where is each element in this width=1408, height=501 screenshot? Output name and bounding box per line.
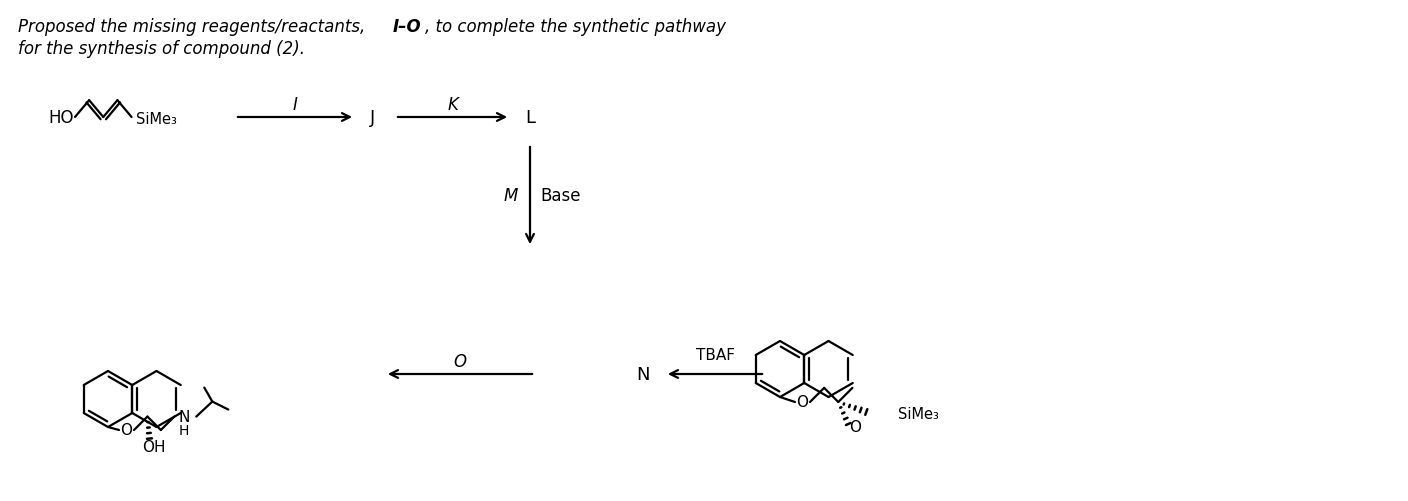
Text: TBAF: TBAF xyxy=(696,347,735,362)
Text: M: M xyxy=(504,187,518,205)
Text: , to complete the synthetic pathway: , to complete the synthetic pathway xyxy=(425,18,727,36)
Text: SiMe₃: SiMe₃ xyxy=(135,112,176,127)
Text: O: O xyxy=(849,420,862,435)
Text: N: N xyxy=(636,365,649,383)
Text: O: O xyxy=(120,423,132,438)
Text: O: O xyxy=(453,352,466,370)
Text: H: H xyxy=(179,423,190,437)
Text: OH: OH xyxy=(142,439,165,454)
Text: Base: Base xyxy=(541,187,580,205)
Text: for the synthesis of compound (2).: for the synthesis of compound (2). xyxy=(18,40,306,58)
Text: SiMe₃: SiMe₃ xyxy=(898,407,939,422)
Text: K: K xyxy=(448,96,458,114)
Text: I–O: I–O xyxy=(393,18,421,36)
Text: HO: HO xyxy=(48,109,73,127)
Text: J: J xyxy=(370,109,376,127)
Text: N: N xyxy=(179,409,190,424)
Text: Proposed the missing reagents/reactants,: Proposed the missing reagents/reactants, xyxy=(18,18,370,36)
Text: I: I xyxy=(293,96,297,114)
Text: O: O xyxy=(796,395,808,410)
Text: L: L xyxy=(525,109,535,127)
